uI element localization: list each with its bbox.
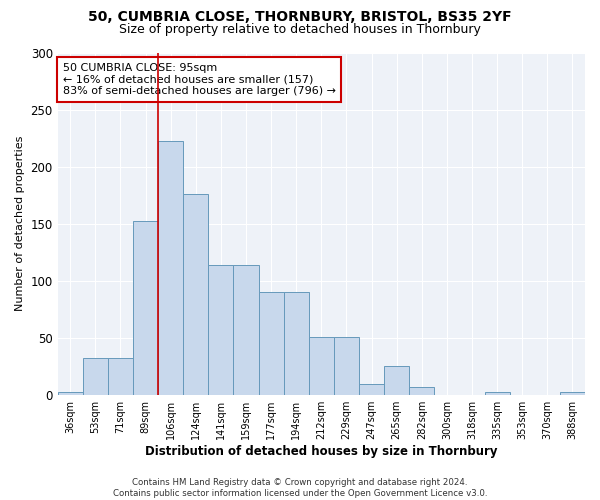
Bar [309,336,334,394]
Bar [485,392,509,394]
X-axis label: Distribution of detached houses by size in Thornbury: Distribution of detached houses by size … [145,444,497,458]
Bar [233,264,259,394]
Bar [409,386,434,394]
Bar [334,336,359,394]
Text: Size of property relative to detached houses in Thornbury: Size of property relative to detached ho… [119,22,481,36]
Text: Contains HM Land Registry data © Crown copyright and database right 2024.
Contai: Contains HM Land Registry data © Crown c… [113,478,487,498]
Bar [284,292,309,394]
Text: 50 CUMBRIA CLOSE: 95sqm
← 16% of detached houses are smaller (157)
83% of semi-d: 50 CUMBRIA CLOSE: 95sqm ← 16% of detache… [63,63,336,96]
Bar [108,358,133,395]
Bar [384,366,409,394]
Bar [208,264,233,394]
Bar [560,392,585,394]
Text: 50, CUMBRIA CLOSE, THORNBURY, BRISTOL, BS35 2YF: 50, CUMBRIA CLOSE, THORNBURY, BRISTOL, B… [88,10,512,24]
Bar [83,358,108,395]
Bar [259,292,284,394]
Bar [158,142,183,394]
Bar [183,194,208,394]
Bar [359,384,384,394]
Y-axis label: Number of detached properties: Number of detached properties [15,136,25,312]
Bar [133,222,158,394]
Bar [58,392,83,394]
